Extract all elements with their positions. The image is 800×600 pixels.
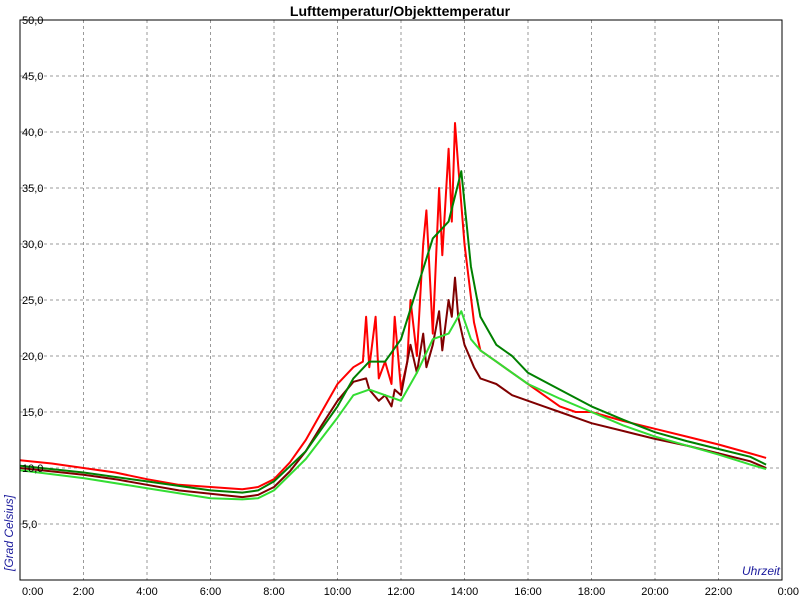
x-axis-label: Uhrzeit: [742, 564, 781, 578]
x-tick-label: 12:00: [387, 586, 415, 598]
x-tick-label: 4:00: [136, 586, 157, 598]
x-tick-label: 14:00: [451, 586, 479, 598]
series-line-4: [19, 310, 767, 501]
y-tick-label: 15,0: [22, 407, 43, 419]
y-tick-label: 5,0: [22, 519, 37, 531]
series-line-3: [19, 170, 767, 494]
tick-layer: 5,0 10,0 15,0 20,0 25,0 30,0 35,0 40,0 45,0 50,0 0…: [22, 15, 799, 598]
y-tick-label: 30,0: [22, 239, 43, 251]
x-tick-label: 16:00: [514, 586, 542, 598]
x-tick-label: 22:00: [705, 586, 733, 598]
y-axis-label: [Grad Celsius]: [2, 494, 16, 572]
series-line-1: [19, 122, 767, 491]
plot-frame: [19, 19, 783, 581]
x-tick-label: 0:00: [22, 586, 43, 598]
y-tick-label: 40,0: [22, 127, 43, 139]
x-tick-label: 10:00: [324, 586, 352, 598]
series-line-2: [19, 276, 767, 499]
y-tick-label: 50,0: [22, 15, 43, 27]
y-tick-label: 20,0: [22, 351, 43, 363]
x-tick-label: 6:00: [200, 586, 221, 598]
x-tick-label: 20:00: [641, 586, 669, 598]
x-tick-label: 8:00: [263, 586, 284, 598]
x-tick-label: 0:00: [778, 586, 799, 598]
y-tick-label: 45,0: [22, 71, 43, 83]
y-tick-label: 25,0: [22, 295, 43, 307]
chart-title: Lufttemperatur/Objekttemperatur: [290, 3, 511, 19]
x-tick-label: 2:00: [73, 586, 94, 598]
y-tick-label: 35,0: [22, 183, 43, 195]
x-tick-label: 18:00: [578, 586, 606, 598]
y-tick-label: 10,0: [22, 463, 43, 475]
series-layer: [19, 122, 767, 501]
